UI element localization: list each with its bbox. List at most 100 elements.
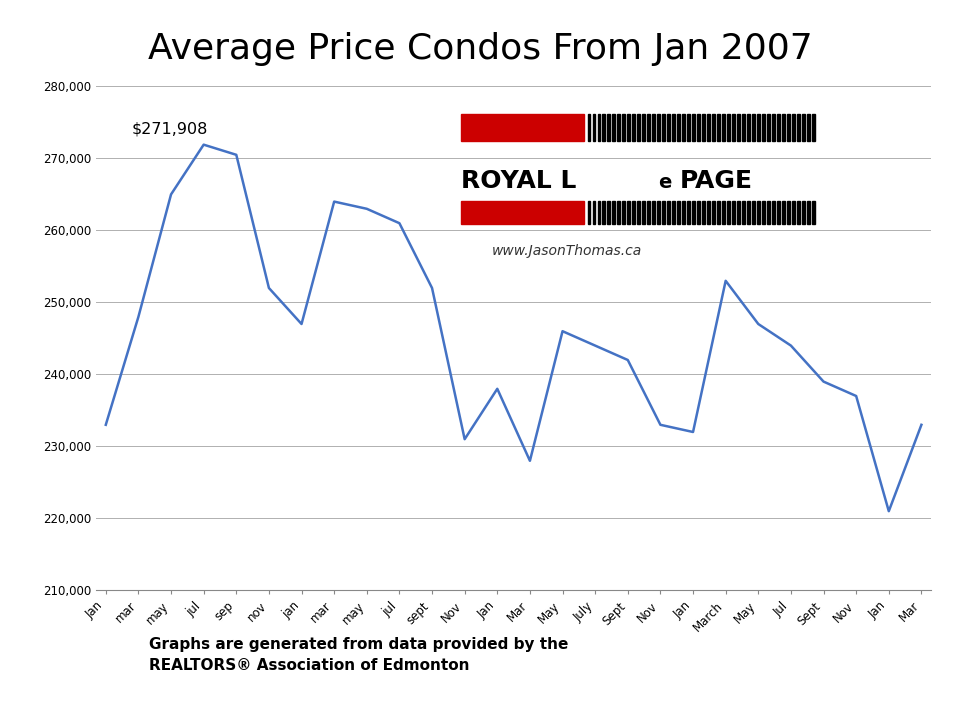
Bar xyxy=(712,114,715,141)
Text: www.JasonThomas.ca: www.JasonThomas.ca xyxy=(492,243,642,258)
Bar xyxy=(732,114,735,141)
Bar xyxy=(703,201,705,224)
Bar xyxy=(792,201,795,224)
Bar xyxy=(782,201,785,224)
Bar xyxy=(747,201,750,224)
Bar xyxy=(612,114,615,141)
Text: ROYAL L: ROYAL L xyxy=(461,169,576,193)
Text: e: e xyxy=(659,173,672,192)
Bar xyxy=(772,114,775,141)
Bar xyxy=(757,201,760,224)
Bar xyxy=(717,201,720,224)
Bar xyxy=(672,114,675,141)
Bar xyxy=(597,114,600,141)
Bar xyxy=(592,201,595,224)
Bar xyxy=(633,114,636,141)
Bar xyxy=(728,114,730,141)
Bar xyxy=(803,114,804,141)
Text: Graphs are generated from data provided by the
REALTORS® Association of Edmonton: Graphs are generated from data provided … xyxy=(149,637,568,673)
Bar xyxy=(787,201,790,224)
Bar xyxy=(708,114,710,141)
Bar xyxy=(622,114,625,141)
Bar xyxy=(658,114,660,141)
Bar xyxy=(772,201,775,224)
Bar xyxy=(588,201,590,224)
Bar xyxy=(778,114,780,141)
Bar xyxy=(653,114,655,141)
Bar xyxy=(762,201,765,224)
Bar xyxy=(767,201,770,224)
Bar xyxy=(753,114,755,141)
Bar xyxy=(692,201,695,224)
Bar xyxy=(687,114,690,141)
Bar xyxy=(637,201,640,224)
Bar xyxy=(617,201,620,224)
Bar xyxy=(678,114,680,141)
Bar xyxy=(742,114,745,141)
Bar xyxy=(812,114,815,141)
Bar xyxy=(797,114,800,141)
Bar xyxy=(683,201,685,224)
Text: Average Price Condos From Jan 2007: Average Price Condos From Jan 2007 xyxy=(148,32,812,66)
Bar xyxy=(767,114,770,141)
Bar xyxy=(608,201,611,224)
Bar xyxy=(762,114,765,141)
Bar xyxy=(461,201,584,224)
Bar xyxy=(697,201,700,224)
Bar xyxy=(683,114,685,141)
Bar xyxy=(732,201,735,224)
Bar xyxy=(753,201,755,224)
Bar xyxy=(647,114,650,141)
Bar xyxy=(778,201,780,224)
Text: $271,908: $271,908 xyxy=(132,122,208,137)
Bar xyxy=(637,114,640,141)
Bar xyxy=(687,201,690,224)
Bar xyxy=(628,114,630,141)
Bar xyxy=(782,114,785,141)
Bar xyxy=(722,201,725,224)
Bar xyxy=(597,201,600,224)
Bar xyxy=(588,114,590,141)
Bar xyxy=(728,201,730,224)
Bar xyxy=(603,114,605,141)
Text: PAGE: PAGE xyxy=(680,169,753,193)
Bar xyxy=(658,201,660,224)
Bar xyxy=(712,201,715,224)
Bar xyxy=(722,114,725,141)
Bar xyxy=(697,114,700,141)
Bar xyxy=(737,114,740,141)
Bar xyxy=(612,201,615,224)
Bar xyxy=(647,201,650,224)
Bar xyxy=(667,114,670,141)
Bar xyxy=(617,114,620,141)
Bar xyxy=(747,114,750,141)
Bar xyxy=(662,114,665,141)
Bar xyxy=(703,114,705,141)
Bar xyxy=(742,201,745,224)
Bar xyxy=(737,201,740,224)
Bar xyxy=(461,114,584,141)
Bar xyxy=(642,114,645,141)
Bar xyxy=(757,114,760,141)
Bar xyxy=(622,201,625,224)
Bar xyxy=(592,114,595,141)
Bar xyxy=(633,201,636,224)
Bar xyxy=(678,201,680,224)
Bar xyxy=(672,201,675,224)
Bar xyxy=(628,201,630,224)
Bar xyxy=(797,201,800,224)
Bar xyxy=(807,201,810,224)
Bar xyxy=(608,114,611,141)
Bar xyxy=(603,201,605,224)
Bar xyxy=(662,201,665,224)
Bar xyxy=(787,114,790,141)
Bar xyxy=(803,201,804,224)
Bar xyxy=(792,114,795,141)
Bar xyxy=(642,201,645,224)
Bar xyxy=(708,201,710,224)
Bar xyxy=(717,114,720,141)
Bar xyxy=(667,201,670,224)
Bar xyxy=(692,114,695,141)
Bar xyxy=(812,201,815,224)
Bar xyxy=(807,114,810,141)
